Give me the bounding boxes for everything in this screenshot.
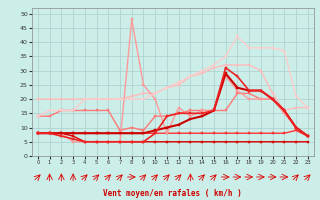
Text: Vent moyen/en rafales ( km/h ): Vent moyen/en rafales ( km/h ) — [103, 189, 242, 198]
